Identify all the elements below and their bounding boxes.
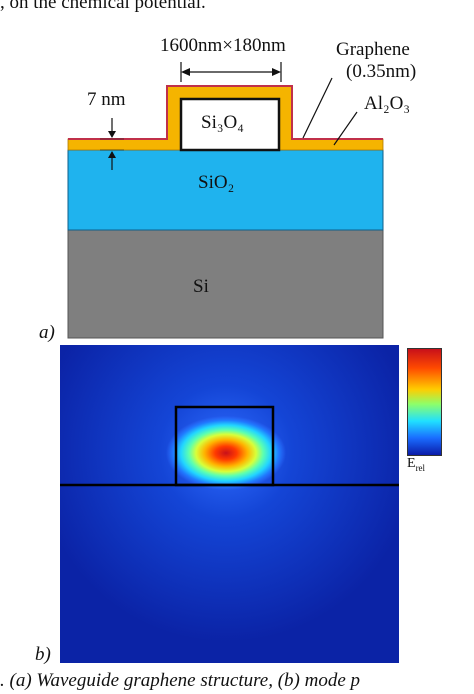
si-label: Si — [193, 276, 209, 297]
graphene-layer — [68, 85, 383, 140]
graphene-label: Graphene — [336, 39, 410, 60]
si3o4-core — [179, 97, 281, 152]
thickness-arrow-up — [108, 151, 116, 158]
graphene-thickness-label: (0.35nm) — [346, 61, 417, 82]
colorbar-label: Erel — [407, 456, 426, 473]
header-fragment: , on the chemical potential. — [0, 0, 206, 13]
panel-b-tag: b) — [35, 644, 51, 665]
thickness-label: 7 nm — [87, 89, 126, 110]
al2o3-leader-line — [333, 111, 358, 146]
si3o4-label: Si₃O₄ — [201, 112, 244, 133]
sio2-layer — [67, 149, 384, 231]
graphene-leader-line — [302, 77, 333, 139]
dimension-label: 1600nm×180nm — [160, 35, 286, 56]
thickness-arrow-down — [108, 131, 116, 138]
mode-profile-plot — [60, 345, 399, 663]
panel-a-tag: a) — [39, 322, 55, 343]
figure-caption: . (a) Waveguide graphene structure, (b) … — [0, 670, 360, 692]
sio2-label: SiO₂ — [198, 172, 235, 193]
al2o3-label: Al₂O₃ — [364, 93, 410, 114]
waveguide-structure-diagram — [67, 62, 384, 339]
core-outline — [174, 405, 275, 487]
field-background — [60, 345, 399, 663]
si-substrate — [67, 229, 384, 339]
colorbar — [407, 348, 442, 456]
mode-hotspot — [166, 413, 286, 493]
caption-text: . (a) Waveguide graphene structure, (b) … — [0, 670, 361, 691]
